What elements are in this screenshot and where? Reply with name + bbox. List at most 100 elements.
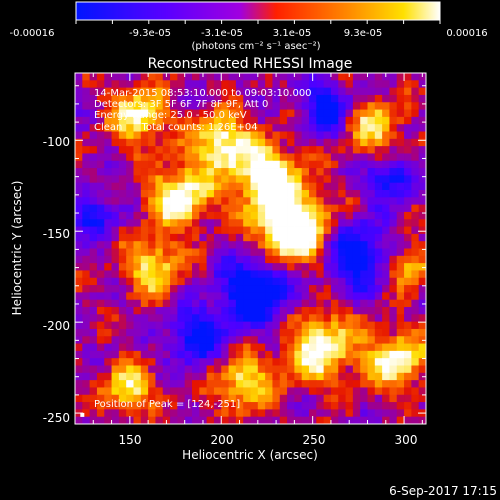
heatmap-cell [243, 387, 251, 396]
heatmap-cell [272, 182, 281, 191]
heatmap-cell [389, 131, 398, 140]
heatmap-cell [89, 146, 98, 154]
heatmap-cell [213, 94, 222, 103]
heatmap-cell [396, 182, 405, 191]
heatmap-cell [374, 197, 383, 206]
heatmap-cell [228, 277, 237, 286]
heatmap-cell [250, 416, 259, 424]
heatmap-cell [345, 204, 354, 213]
heatmap-cell [279, 168, 288, 176]
heatmap-cell [309, 255, 317, 264]
heatmap-cell [316, 292, 325, 301]
y-tick-label: -150 [43, 227, 70, 241]
heatmap-cell [396, 285, 405, 293]
heatmap-cell [235, 233, 244, 242]
heatmap-cell [199, 138, 208, 147]
heatmap-cell [367, 270, 376, 279]
heatmap-cell [396, 175, 405, 184]
heatmap-cell [111, 233, 120, 242]
heatmap-cell [206, 416, 215, 424]
heatmap-cell [206, 350, 215, 359]
heatmap-cell [221, 73, 229, 81]
heatmap-cell [382, 314, 390, 323]
heatmap-cell [82, 358, 91, 366]
heatmap-cell [345, 109, 354, 118]
heatmap-cell [323, 336, 332, 344]
heatmap-cell [418, 131, 426, 140]
heatmap-cell [330, 394, 339, 403]
heatmap-cell [213, 285, 222, 293]
heatmap-cell [75, 277, 83, 286]
heatmap-cell [75, 285, 83, 293]
heatmap-cell [126, 299, 134, 308]
heatmap-cell [272, 285, 281, 293]
heatmap-cell [133, 336, 142, 344]
heatmap-cell [221, 182, 229, 191]
heatmap-cell [382, 380, 390, 388]
heatmap-cell [235, 219, 244, 227]
heatmap-cell [404, 87, 412, 96]
heatmap-cell [75, 380, 83, 388]
heatmap-cell [404, 211, 412, 220]
heatmap-cell [177, 394, 186, 403]
plot-frame [74, 72, 427, 425]
heatmap-cell [323, 416, 332, 424]
heatmap-cell [221, 277, 229, 286]
heatmap-cell [367, 116, 376, 125]
heatmap-cell [184, 109, 193, 118]
heatmap-cell [155, 87, 164, 96]
heatmap-cell [192, 336, 200, 344]
heatmap-cell [396, 87, 405, 96]
heatmap-cell [162, 307, 171, 315]
heatmap-cell [243, 87, 251, 96]
heatmap-cell [404, 233, 412, 242]
heatmap-cell [374, 372, 383, 381]
heatmap-cell [338, 365, 346, 374]
heatmap-cell [279, 87, 288, 96]
heatmap-cell [382, 175, 390, 184]
heatmap-cell [221, 197, 229, 206]
heatmap-cell [330, 263, 339, 271]
heatmap-cell [133, 211, 142, 220]
heatmap-cell [374, 211, 383, 220]
heatmap-cell [104, 87, 112, 96]
heatmap-cell [118, 73, 127, 81]
heatmap-cell [162, 241, 171, 249]
heatmap-cell [279, 248, 288, 257]
heatmap-cell [265, 190, 273, 198]
heatmap-cell [213, 211, 222, 220]
heatmap-cell [82, 160, 91, 169]
heatmap-cell [265, 226, 273, 235]
heatmap-cell [352, 102, 361, 110]
heatmap-cell [316, 255, 325, 264]
heatmap-cell [265, 328, 273, 337]
heatmap-cell [265, 211, 273, 220]
heatmap-cell [396, 307, 405, 315]
heatmap-cell [82, 402, 91, 410]
heatmap-cell [170, 358, 178, 366]
heatmap-cell [301, 182, 310, 191]
heatmap-cell [389, 365, 398, 374]
heatmap-cell [206, 80, 215, 89]
heatmap-cell [184, 124, 193, 132]
heatmap-cell [104, 358, 112, 366]
heatmap-cell [404, 358, 412, 366]
heatmap-cell [418, 255, 426, 264]
heatmap-cell [192, 190, 200, 198]
heatmap-cell [199, 277, 208, 286]
heatmap-cell [250, 175, 259, 184]
heatmap-cell [235, 204, 244, 213]
heatmap-cell [184, 285, 193, 293]
heatmap-cell [374, 285, 383, 293]
heatmap-cell [228, 73, 237, 81]
heatmap-cell [184, 394, 193, 403]
colorbar: -0.00016 -9.3e-05 -3.1e-05 3.1e-05 9.3e-… [10, 1, 488, 52]
heatmap-cell [345, 226, 354, 235]
heatmap-cell [96, 102, 105, 110]
colorbar-ticks [75, 20, 441, 24]
heatmap-cell [235, 328, 244, 337]
heatmap-cell [367, 94, 376, 103]
heatmap-cell [360, 109, 368, 118]
heatmap-cell [118, 328, 127, 337]
heatmap-cell [316, 73, 325, 81]
